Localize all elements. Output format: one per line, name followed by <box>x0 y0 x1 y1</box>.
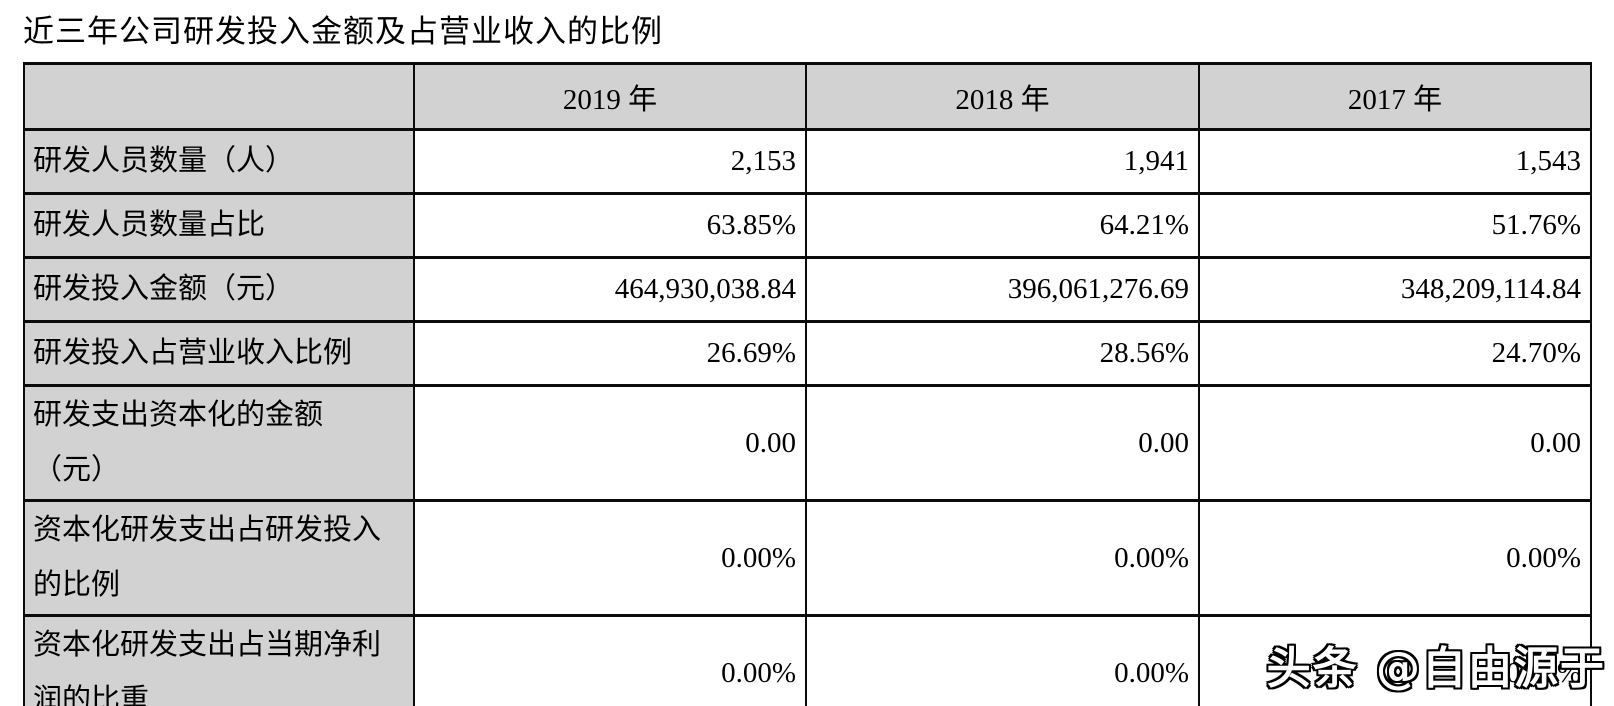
table-caption: 近三年公司研发投入金额及占营业收入的比例 <box>23 14 663 49</box>
cell-value: 0.00% <box>1198 499 1592 617</box>
cell-value: 51.76% <box>1198 192 1592 259</box>
cell-value: 0.00% <box>805 499 1200 617</box>
cell-value: 28.56% <box>805 320 1200 387</box>
cell-value: 0.00 <box>805 384 1200 502</box>
row-label: 研发支出资本化的金额（元） <box>23 384 415 502</box>
column-header-2018: 2018 年 <box>805 62 1200 131</box>
column-header-2017: 2017 年 <box>1198 62 1592 131</box>
cell-value: 2,153 <box>413 128 807 195</box>
rd-investment-table: 2019 年 2018 年 2017 年 研发人员数量（人） 2,153 1,9… <box>23 62 1592 706</box>
row-label: 研发投入金额（元） <box>23 256 415 323</box>
cell-value: 348,209,114.84 <box>1198 256 1592 323</box>
cell-value: 64.21% <box>805 192 1200 259</box>
cell-value: 63.85% <box>413 192 807 259</box>
column-header-2019: 2019 年 <box>413 62 807 131</box>
cell-value: 0.00 <box>413 384 807 502</box>
table-row-personnel-count: 研发人员数量（人） 2,153 1,941 1,543 <box>23 128 1592 195</box>
cell-value: 0.00% <box>1198 614 1592 706</box>
table-row-capitalized-profit-ratio: 资本化研发支出占当期净利 润的比重 0.00% 0.00% 0.00% <box>23 614 1592 706</box>
cell-value: 26.69% <box>413 320 807 387</box>
cell-value: 464,930,038.84 <box>413 256 807 323</box>
row-label: 研发人员数量占比 <box>23 192 415 259</box>
toutiao-watermark: 头条 @自由源于 <box>1266 643 1606 694</box>
header-row: 2019 年 2018 年 2017 年 <box>23 62 1592 131</box>
cell-value: 0.00% <box>413 499 807 617</box>
table-row-personnel-ratio: 研发人员数量占比 63.85% 64.21% 51.76% <box>23 192 1592 259</box>
table-row-capitalized-amount: 研发支出资本化的金额（元） 0.00 0.00 0.00 <box>23 384 1592 502</box>
table-row-rd-revenue-ratio: 研发投入占营业收入比例 26.69% 28.56% 24.70% <box>23 320 1592 387</box>
cell-value: 0.00% <box>413 614 807 706</box>
row-label: 资本化研发支出占当期净利 润的比重 <box>23 614 415 706</box>
row-label: 研发投入占营业收入比例 <box>23 320 415 387</box>
cell-value: 0.00% <box>805 614 1200 706</box>
cell-value: 1,941 <box>805 128 1200 195</box>
cell-value: 396,061,276.69 <box>805 256 1200 323</box>
row-label: 资本化研发支出占研发投入 的比例 <box>23 499 415 617</box>
table-row-rd-amount: 研发投入金额（元） 464,930,038.84 396,061,276.69 … <box>23 256 1592 323</box>
corner-cell <box>23 62 415 131</box>
cell-value: 24.70% <box>1198 320 1592 387</box>
row-label: 研发人员数量（人） <box>23 128 415 195</box>
table-row-capitalized-rd-ratio: 资本化研发支出占研发投入 的比例 0.00% 0.00% 0.00% <box>23 499 1592 617</box>
cell-value: 0.00 <box>1198 384 1592 502</box>
cell-value: 1,543 <box>1198 128 1592 195</box>
